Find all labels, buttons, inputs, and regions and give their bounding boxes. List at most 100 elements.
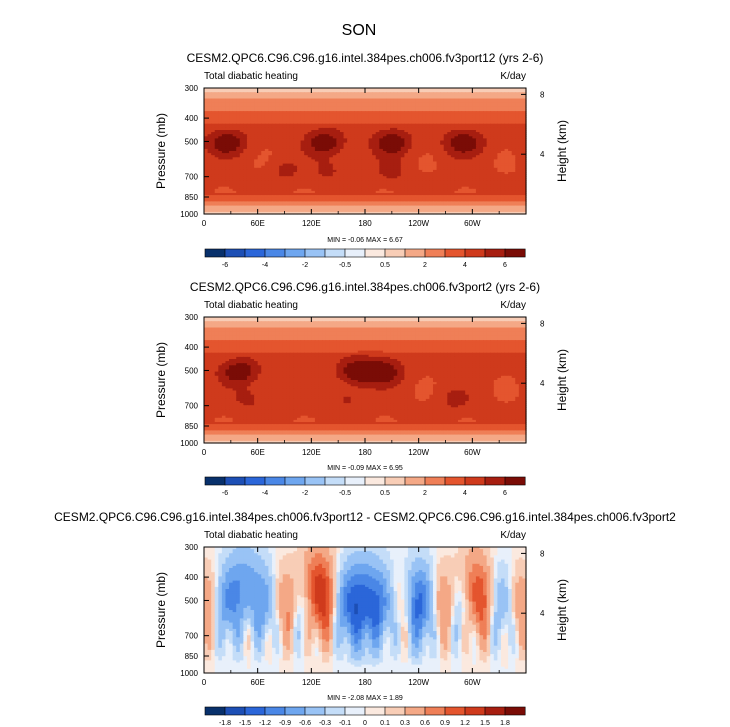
heatmap-cell (515, 111, 520, 114)
heatmap-cell (397, 88, 402, 91)
heatmap-cell (368, 106, 373, 110)
heatmap-cell (479, 130, 484, 133)
heatmap-cell (440, 125, 445, 129)
heatmap-cell (300, 195, 305, 198)
heatmap-cell (257, 190, 262, 194)
heatmap-cell (229, 159, 234, 163)
heatmap-cell (368, 161, 373, 165)
heatmap-cell (515, 167, 520, 171)
heatmap-cell (493, 125, 498, 129)
heatmap-cell (236, 130, 241, 133)
heatmap-cell (218, 134, 223, 137)
heatmap-cell (432, 111, 438, 114)
heatmap-cell (325, 176, 330, 179)
heatmap-cell (479, 90, 484, 93)
heatmap-cell (407, 174, 413, 177)
heatmap-cell (390, 142, 395, 146)
heatmap-cell (436, 125, 441, 129)
heatmap-cell (279, 102, 284, 106)
heatmap-cell (450, 125, 456, 129)
heatmap-cell (225, 121, 230, 125)
heatmap-cell (483, 119, 488, 123)
heatmap-cell (268, 138, 273, 142)
heatmap-cell (350, 203, 355, 207)
heatmap-cell (382, 176, 388, 179)
heatmap-cell (261, 184, 266, 188)
heatmap-cell (379, 199, 384, 202)
heatmap-cell (511, 94, 516, 97)
heatmap-cell (407, 119, 413, 123)
heatmap-cell (493, 199, 498, 202)
heatmap-cell (404, 132, 409, 135)
heatmap-cell (454, 104, 459, 108)
heatmap-cell (429, 144, 434, 148)
heatmap-cell (465, 138, 470, 142)
heatmap-cell (475, 138, 481, 142)
heatmap-cell (447, 178, 452, 181)
heatmap-cell (354, 125, 359, 129)
heatmap-cell (518, 117, 524, 121)
heatmap-cell (372, 132, 377, 135)
heatmap-cell (343, 106, 348, 110)
heatmap-cell (400, 136, 405, 139)
heatmap-cell (282, 134, 287, 137)
heatmap-cell (361, 138, 366, 142)
heatmap-cell (425, 132, 430, 135)
heatmap-cell (365, 161, 370, 165)
heatmap-cell (365, 94, 370, 97)
heatmap-cell (225, 155, 230, 158)
heatmap-cell (339, 127, 345, 131)
heatmap-cell (522, 92, 527, 95)
heatmap-cell (314, 130, 320, 133)
heatmap-cell (214, 121, 219, 125)
heatmap-cell (468, 125, 473, 129)
heatmap-cell (454, 169, 459, 173)
heatmap-cell (375, 119, 380, 123)
panel-1: CESM2.QPC6.C96.C96.g16.intel.384pes.ch00… (154, 51, 569, 269)
heatmap-cell (508, 106, 513, 110)
heatmap-cell (447, 172, 452, 175)
heatmap-cell (257, 201, 262, 205)
heatmap-cell (393, 134, 398, 137)
heatmap-cell (322, 172, 327, 175)
heatmap-cell (221, 151, 227, 154)
heatmap-cell (461, 188, 466, 192)
heatmap-cell (293, 178, 298, 181)
heatmap-cell (293, 180, 298, 184)
heatmap-cell (486, 174, 491, 177)
heatmap-cell (332, 165, 337, 169)
heatmap-cell (425, 138, 430, 142)
heatmap-cell (221, 195, 227, 198)
heatmap-cell (432, 180, 438, 184)
heatmap-cell (357, 155, 363, 158)
heatmap-cell (393, 115, 398, 118)
heatmap-cell (490, 151, 495, 154)
heatmap-cell (246, 136, 252, 139)
heatmap-cell (246, 188, 252, 192)
heatmap-cell (493, 90, 498, 93)
heatmap-cell (472, 199, 477, 202)
heatmap-cell (204, 180, 209, 184)
heatmap-cell (271, 109, 277, 112)
heatmap-cell (447, 201, 452, 205)
heatmap-cell (282, 100, 287, 104)
heatmap-cell (286, 106, 291, 110)
heatmap-cell (286, 169, 291, 173)
heatmap-cell (400, 151, 405, 154)
heatmap-cell (454, 186, 459, 190)
heatmap-cell (497, 184, 502, 188)
heatmap-cell (271, 157, 277, 160)
heatmap-cell (458, 146, 463, 150)
heatmap-cell (318, 188, 323, 192)
heatmap-cell (422, 167, 427, 171)
heatmap-cell (300, 109, 305, 112)
heatmap-cell (214, 100, 219, 104)
heatmap-cell (297, 159, 302, 163)
heatmap-cell (475, 125, 481, 129)
heatmap-cell (232, 176, 237, 179)
heatmap-cell (472, 115, 477, 118)
heatmap-cell (239, 182, 244, 186)
heatmap-cell (407, 165, 413, 169)
heatmap-cell (518, 94, 524, 97)
heatmap-cell (336, 111, 341, 114)
